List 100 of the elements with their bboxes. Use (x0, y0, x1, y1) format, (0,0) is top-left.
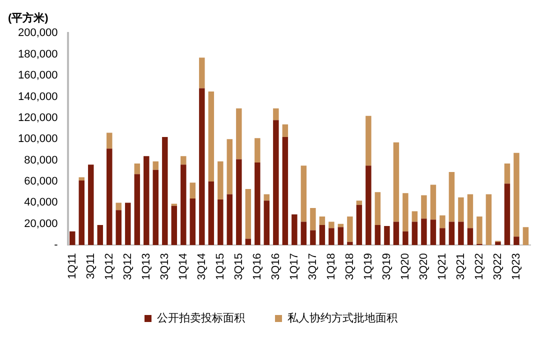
x-tick-label: 1Q19 (362, 253, 374, 280)
bar (254, 162, 260, 246)
bar (514, 236, 520, 246)
bar (134, 164, 140, 174)
y-tick-label: 140,000 (18, 90, 58, 103)
bar (440, 228, 446, 246)
y-tick-label: 80,000 (24, 154, 58, 166)
bar (134, 174, 140, 246)
x-tick-label: 1Q14 (177, 253, 190, 280)
bar (254, 138, 260, 162)
bar (106, 132, 112, 149)
bar (310, 208, 316, 230)
bar (366, 116, 372, 166)
bar (144, 156, 150, 246)
bar (402, 231, 408, 246)
bar (273, 120, 279, 246)
bar (171, 206, 178, 246)
bar (180, 156, 186, 165)
bar (88, 164, 94, 246)
bar (374, 192, 381, 225)
bar (282, 124, 288, 138)
bar (190, 182, 196, 198)
x-tick-label: 3Q17 (306, 253, 319, 280)
x-tick-label: 3Q20 (418, 253, 430, 280)
bar (384, 226, 390, 246)
bar (152, 170, 159, 246)
x-tick-label: 3Q15 (232, 253, 245, 280)
bar (208, 91, 214, 182)
y-tick-label: 160,000 (18, 70, 58, 82)
x-tick-label: 3Q22 (492, 253, 504, 280)
bar (402, 193, 408, 232)
bar (319, 216, 326, 225)
bar (338, 224, 344, 228)
bar (522, 227, 529, 246)
x-tick-label: 1Q15 (214, 253, 226, 280)
bar (495, 242, 501, 246)
bar (486, 194, 492, 246)
bar (226, 194, 233, 246)
bar (190, 198, 196, 246)
bar (421, 218, 427, 246)
bar (282, 137, 288, 246)
bar (70, 231, 76, 246)
x-tick-label: 3Q21 (454, 253, 467, 280)
bar (199, 58, 205, 88)
x-tick-label: 3Q19 (380, 253, 393, 280)
bar (236, 108, 242, 160)
x-tick-label: 3Q13 (158, 253, 171, 280)
bar (264, 194, 270, 201)
bar (430, 220, 436, 246)
y-axis-title: (平方米) (8, 12, 49, 25)
bar (180, 164, 186, 246)
bar (458, 197, 464, 222)
x-tick-label: 1Q11 (66, 253, 78, 280)
bar (393, 222, 400, 246)
y-tick-label: - (54, 239, 58, 252)
x-tick-label: 1Q16 (251, 253, 264, 280)
bar (264, 200, 270, 246)
bar (430, 184, 436, 220)
bar (300, 222, 307, 246)
bar (366, 166, 372, 246)
bar (356, 204, 362, 246)
bar (106, 148, 112, 246)
x-tick-label: 1Q21 (436, 253, 448, 280)
bar (273, 108, 279, 120)
x-tick-label: 1Q23 (510, 253, 522, 280)
bar (467, 194, 474, 228)
bar (504, 184, 510, 246)
bar (448, 172, 455, 222)
y-tick-label: 100,000 (18, 133, 58, 146)
y-tick-label: 120,000 (18, 112, 58, 124)
bar (347, 216, 353, 242)
x-tick-label: 1Q13 (140, 253, 152, 280)
bar (514, 152, 520, 237)
bar (97, 224, 104, 246)
bar (440, 215, 446, 228)
bar (476, 216, 482, 244)
bar (421, 195, 427, 219)
y-tick-label: 20,000 (24, 218, 58, 230)
bar (218, 161, 224, 200)
bar (199, 88, 205, 246)
bar (458, 222, 464, 246)
y-tick-label: 200,000 (18, 27, 58, 40)
bar (412, 211, 418, 222)
x-tick-label: 1Q18 (325, 253, 338, 280)
legend-label: 私人协约方式批地面积 (288, 312, 398, 325)
bar (504, 164, 510, 184)
bar (116, 202, 122, 210)
bar (347, 242, 353, 246)
bar (208, 182, 214, 246)
bar (245, 188, 252, 239)
x-tick-label: 1Q12 (103, 253, 116, 280)
bar (78, 177, 85, 180)
bar (236, 159, 242, 246)
x-tick-label: 3Q16 (270, 253, 282, 280)
bar (310, 230, 316, 246)
bar (338, 227, 344, 246)
bar (152, 161, 159, 170)
bar (218, 200, 224, 246)
bar (356, 200, 362, 205)
x-tick-label: 1Q20 (399, 253, 412, 280)
